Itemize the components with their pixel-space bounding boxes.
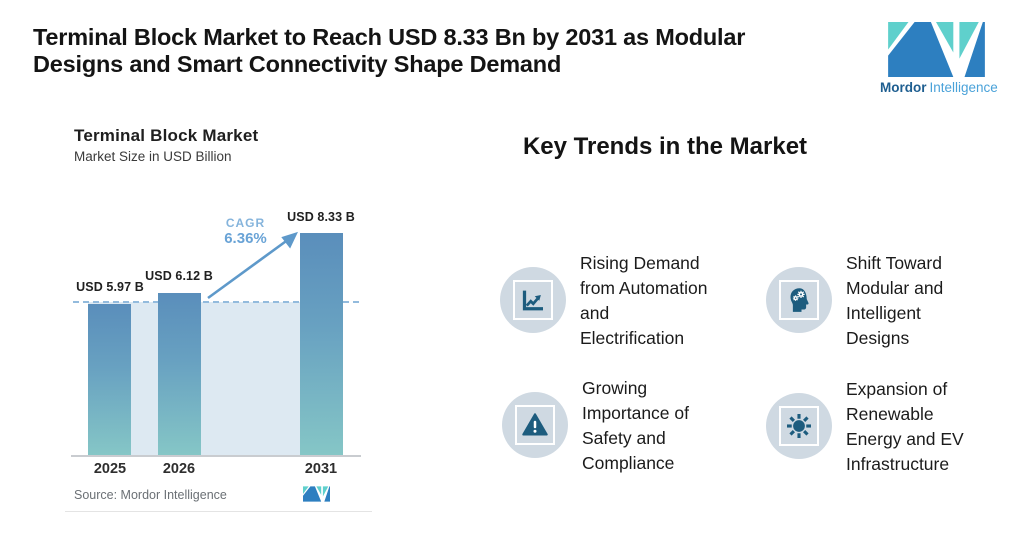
bar-2026 — [158, 293, 201, 455]
source-text: Source: Mordor Intelligence — [74, 488, 227, 502]
x-tick-2031: 2031 — [304, 461, 338, 477]
x-tick-2025: 2025 — [93, 461, 127, 477]
trend-item-safety-compliance: Growing Importance of Safety and Complia… — [502, 376, 747, 476]
trend-text: Growing Importance of Safety and Complia… — [582, 378, 689, 473]
value-label-2025: USD 5.97 B — [76, 280, 144, 294]
value-label-2031: USD 8.33 B — [287, 210, 355, 224]
chart-title: Terminal Block Market — [74, 126, 259, 145]
icon-frame — [515, 405, 555, 445]
head-gears-icon — [790, 288, 809, 312]
trend-item-modular-designs: Shift Toward Modular and Intelligent Des… — [766, 251, 1011, 351]
warning-triangle-icon — [522, 413, 548, 436]
x-axis-line — [71, 455, 361, 457]
mordor-logo-icon — [887, 22, 985, 77]
sun-icon — [787, 414, 812, 439]
chart-subtitle: Market Size in USD Billion — [74, 149, 232, 164]
value-label-2026: USD 6.12 B — [145, 269, 213, 283]
icon-frame — [779, 406, 819, 446]
trend-item-automation: Rising Demand from Automation and Electr… — [500, 251, 745, 351]
line-chart-icon — [522, 290, 543, 311]
trends-heading: Key Trends in the Market — [522, 133, 808, 160]
reference-dashed-line — [73, 301, 359, 303]
icon-frame — [513, 280, 553, 320]
cagr-value: 6.36% — [224, 230, 267, 247]
cagr-annotation: CAGR 6.36% — [203, 216, 288, 247]
cagr-label: CAGR — [225, 216, 266, 230]
trend-text: Shift Toward Modular and Intelligent Des… — [846, 253, 944, 348]
trend-text: Rising Demand from Automation and Electr… — [580, 253, 708, 348]
trend-icon-circle — [766, 393, 832, 459]
bar-2031 — [300, 233, 343, 455]
mordor-logo-small-icon — [303, 486, 330, 502]
page-title: Terminal Block Market to Reach USD 8.33 … — [33, 24, 746, 77]
icon-frame — [779, 280, 819, 320]
brand-name-bold: Mordor — [880, 80, 927, 95]
mordor-intelligence-logo: Mordor Intelligence — [880, 22, 998, 95]
chart-bottom-divider — [65, 511, 372, 512]
bar-chart: USD 5.97 B USD 6.12 B USD 8.33 B CAGR 6.… — [71, 210, 361, 477]
trend-text: Expansion of Renewable Energy and EV Inf… — [846, 379, 964, 474]
trend-icon-circle — [500, 267, 566, 333]
bar-2025 — [88, 304, 131, 455]
trend-icon-circle — [502, 392, 568, 458]
trend-item-renewable-ev: Expansion of Renewable Energy and EV Inf… — [766, 377, 1011, 477]
brand-wordmark: Mordor Intelligence — [880, 80, 998, 95]
brand-name-light: Intelligence — [929, 80, 998, 95]
x-tick-2026: 2026 — [162, 461, 196, 477]
trend-icon-circle — [766, 267, 832, 333]
